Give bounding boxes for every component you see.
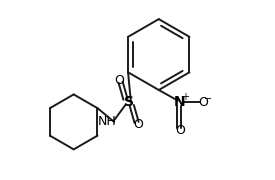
Text: N: N [174,95,186,109]
Text: −: − [204,93,212,103]
Text: +: + [181,93,189,102]
Text: O: O [133,118,143,131]
Text: NH: NH [98,115,117,128]
Text: O: O [198,96,208,109]
Text: O: O [175,124,185,137]
Text: O: O [114,74,124,87]
Text: S: S [124,95,134,109]
